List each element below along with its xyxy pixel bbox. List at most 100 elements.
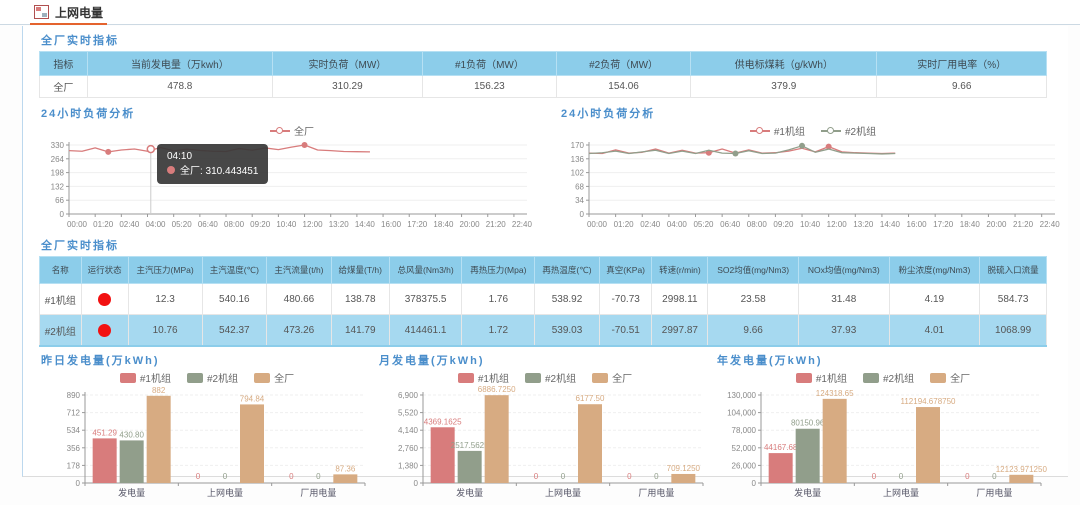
svg-text:6177.50: 6177.50: [576, 394, 605, 403]
table-cell: 全厂: [39, 75, 88, 98]
column-header: 运行状态: [80, 256, 129, 284]
svg-text:0: 0: [872, 472, 877, 481]
units-load-chart-canvas[interactable]: 170 136 102 68 34 000:00 01:20 02:40 04:00 05:20 0…: [559, 138, 1063, 234]
line-legend-marker-icon: [749, 126, 770, 135]
year-energy-canvas[interactable]: 130,000 104,000 78,000 52,000 26,000 0 发电量 上网电量…: [715, 385, 1047, 505]
svg-text:26,000: 26,000: [732, 461, 757, 470]
svg-text:上网电量: 上网电量: [883, 487, 919, 498]
svg-text:712: 712: [67, 409, 81, 418]
svg-text:05:20: 05:20: [172, 220, 193, 229]
legend-item[interactable]: 全厂: [592, 370, 632, 385]
svg-text:0: 0: [534, 472, 539, 481]
table-cell: 414461.1: [388, 314, 463, 347]
svg-text:136: 136: [571, 155, 585, 164]
table-cell: 12.3: [127, 283, 203, 315]
svg-text:厂用电量: 厂用电量: [300, 487, 336, 498]
svg-text:0: 0: [992, 472, 997, 481]
legend-label: #2机组: [845, 127, 877, 138]
column-header: 再热压力(Mpa): [461, 256, 536, 284]
svg-text:17:20: 17:20: [407, 220, 428, 229]
svg-text:130,000: 130,000: [727, 391, 756, 400]
svg-text:21:20: 21:20: [1013, 220, 1034, 229]
bar-legend-swatch-icon: [457, 372, 474, 383]
legend-item[interactable]: #1机组: [457, 370, 509, 385]
section-heading-units-realtime: 全厂实时指标: [41, 240, 119, 252]
table-cell: 23.58: [707, 283, 799, 315]
legend-item[interactable]: 全厂: [254, 370, 294, 385]
chart-title-year: 年发电量(万kWh): [717, 355, 823, 367]
unit-name-cell: #2机组: [39, 314, 82, 347]
svg-text:709.1250: 709.1250: [667, 464, 701, 473]
svg-text:0: 0: [316, 472, 321, 481]
table-cell: 1068.99: [979, 314, 1047, 347]
column-header: 给煤量(T/h): [330, 256, 390, 284]
units-realtime-table: 名称 运行状态 主汽压力(MPa) 主汽温度(℃) 主汽流量(t/h) 给煤量(T/h) 总…: [39, 256, 1047, 347]
legend-label: 全厂: [612, 374, 633, 385]
svg-text:上网电量: 上网电量: [207, 487, 243, 498]
tooltip-row: 全厂: 310.443451: [167, 164, 258, 179]
page-title: 上网电量: [55, 5, 104, 20]
svg-text:6886.7250: 6886.7250: [478, 385, 516, 394]
column-header: 转速(r/min): [651, 256, 709, 284]
tab-online-power[interactable]: 上网电量: [30, 0, 108, 25]
svg-text:厂用电量: 厂用电量: [638, 487, 674, 498]
svg-text:0: 0: [76, 479, 81, 488]
legend-item[interactable]: #1机组: [119, 370, 171, 385]
svg-text:02:40: 02:40: [119, 220, 140, 229]
table-header-row: 指标 当前发电量（万kwh） 实时负荷（MW） #1负荷（MW） #2负荷（MW） 供电标…: [39, 51, 1047, 76]
svg-text:794.84: 794.84: [240, 394, 265, 403]
month-energy-legend: #1机组 #2机组 全厂: [377, 370, 713, 385]
legend-item[interactable]: #2机组: [863, 370, 914, 385]
dashboard-panel: 全厂实时指标 指标 当前发电量（万kwh） 实时负荷（MW） #1负荷（MW） #2负荷…: [22, 26, 1068, 498]
yesterday-energy-canvas[interactable]: 890 712 534 356 178 0 发电量 上网电量 厂用电量 451.29 0 0 430.8…: [39, 385, 371, 505]
legend-item[interactable]: #1机组: [795, 370, 847, 385]
svg-text:451.29: 451.29: [92, 428, 117, 437]
svg-text:18:40: 18:40: [433, 220, 454, 229]
month-energy-canvas[interactable]: 6,900 5,520 4,140 2,760 1,380 0 发电量 上网电量 厂用电量 436…: [377, 385, 709, 505]
bar-legend-swatch-icon: [930, 372, 947, 383]
svg-text:80150.96: 80150.96: [791, 419, 825, 428]
bar-legend-swatch-icon: [254, 372, 271, 383]
svg-text:198: 198: [51, 169, 65, 178]
table-cell: 539.03: [534, 314, 600, 347]
legend-item[interactable]: #2机组: [525, 370, 576, 385]
svg-text:0: 0: [60, 210, 65, 219]
table-cell: 4.01: [888, 314, 981, 347]
legend-item[interactable]: 全厂: [270, 123, 314, 138]
svg-text:17:20: 17:20: [933, 220, 954, 229]
svg-text:01:20: 01:20: [93, 220, 114, 229]
table-cell: 138.78: [330, 283, 390, 315]
legend-item[interactable]: 全厂: [930, 370, 970, 385]
legend-label: 全厂: [294, 127, 314, 138]
plant-load-chart-canvas[interactable]: 330 264 198 132 66 000:00 01:20 02:40 04:00 05:20…: [39, 138, 535, 234]
page-icon: [34, 5, 49, 19]
running-status-dot: [98, 292, 112, 306]
legend-label: 全厂: [950, 374, 971, 385]
table-cell: 1.72: [461, 314, 536, 347]
svg-text:112194.678750: 112194.678750: [900, 397, 956, 406]
column-header: 名称: [39, 256, 82, 284]
svg-text:5,520: 5,520: [398, 409, 419, 418]
svg-text:00:00: 00:00: [67, 220, 88, 229]
svg-text:09:20: 09:20: [250, 220, 271, 229]
legend-item[interactable]: #2机组: [821, 123, 876, 138]
svg-text:1,380: 1,380: [398, 461, 419, 470]
legend-item[interactable]: #1机组: [749, 123, 805, 138]
svg-text:22:40: 22:40: [1040, 220, 1061, 229]
column-header: 实时厂用电率（%）: [876, 51, 1047, 76]
svg-text:发电量: 发电量: [456, 487, 483, 498]
svg-text:2,760: 2,760: [398, 444, 419, 453]
svg-text:170: 170: [571, 141, 585, 150]
svg-text:4,140: 4,140: [398, 426, 419, 435]
svg-text:0: 0: [899, 472, 904, 481]
svg-text:04:00: 04:00: [667, 220, 688, 229]
table-row: #1机组 12.3 540.16 480.66 138.78 378375.5 1.76 53…: [39, 283, 1047, 315]
svg-text:132: 132: [51, 182, 65, 191]
table-cell: 584.73: [979, 283, 1047, 315]
svg-text:330: 330: [51, 141, 65, 150]
tooltip-value: 全厂: 310.443451: [180, 166, 259, 177]
units-load-chart: 24小时负荷分析 #1机组 #2机组 170 136 102 68 34 0 00:00 01:…: [559, 102, 1067, 234]
table-cell: 10.76: [127, 314, 203, 347]
legend-item[interactable]: #2机组: [187, 370, 238, 385]
chart-tooltip: 04:10 全厂: 310.443451: [157, 144, 269, 184]
